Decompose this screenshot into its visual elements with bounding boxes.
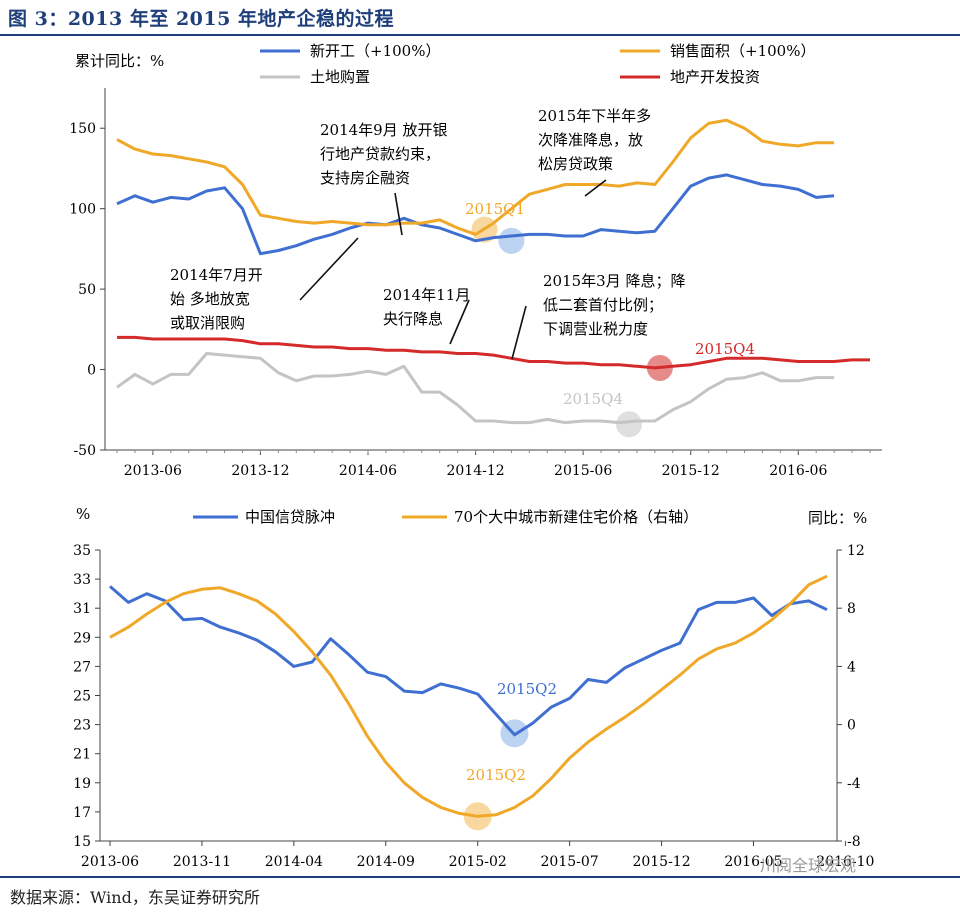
y-tick-label-right: 0 <box>847 718 856 734</box>
y-axis-title-left: % <box>76 505 90 523</box>
x-tick-label: 2014-09 <box>357 854 415 870</box>
x-tick-label: 2016-10 <box>816 854 874 870</box>
marker-dot <box>616 411 642 438</box>
annotation-pointer <box>449 299 470 345</box>
legend-label: 地产开发投资 <box>670 68 760 86</box>
annotation-text: 始 多地放宽 <box>170 290 250 308</box>
series-line <box>116 118 835 236</box>
credit-impulse-chart: 15 17 19 21 23 25 27 29 31 33 35 -8 -4 0 4 8 12 2013-06 20… <box>73 505 874 870</box>
annotation-text: 2015年3月 降息；降 <box>543 272 686 290</box>
annotation-text: 央行降息 <box>383 310 443 328</box>
x-tick-label: 2015-02 <box>449 854 507 870</box>
annotation-pointer <box>394 192 403 236</box>
x-tick-label: 2016-05 <box>724 854 782 870</box>
x-tick-label: 2014-12 <box>446 463 504 479</box>
legend-label: 土地购置 <box>310 68 370 86</box>
x-tick-label: 2015-06 <box>554 463 612 479</box>
annotation-pointer <box>299 237 359 301</box>
y-tick-label: 27 <box>73 659 91 675</box>
y-tick-label-right: 12 <box>847 543 865 559</box>
series-line <box>116 352 835 425</box>
series-line <box>109 585 828 737</box>
marker-label: 2015Q4 <box>563 390 623 408</box>
source-note: 数据来源：Wind，东吴证券研究所 <box>10 888 260 907</box>
y-tick-label: 25 <box>73 689 91 705</box>
legend-label: 销售面积（+100%） <box>670 42 815 60</box>
y-tick-label: 150 <box>69 121 96 137</box>
y-tick-label: 0 <box>87 363 96 379</box>
annotation-text: 或取消限购 <box>170 314 245 332</box>
annotation-text: 行地产贷款约束， <box>320 145 440 163</box>
y-tick-label: 31 <box>73 601 91 617</box>
annotation-text: 2014年7月开 <box>170 266 263 284</box>
annotation-text: 次降准降息，放 <box>538 131 643 149</box>
x-tick-label: 2015-12 <box>632 854 690 870</box>
marker-label: 2015Q2 <box>466 766 526 784</box>
y-tick-label: 17 <box>73 805 91 821</box>
y-tick-label: 29 <box>73 630 91 646</box>
y-tick-label: 100 <box>69 202 96 218</box>
y-tick-label: -50 <box>73 443 96 459</box>
legend-label: 70个大中城市新建住宅价格（右轴） <box>454 508 698 526</box>
marker-dot <box>498 227 525 254</box>
annotation-text: 低二套首付比例； <box>543 296 663 314</box>
marker-label: 2015Q2 <box>497 680 557 698</box>
marker-label: 2015Q4 <box>695 340 755 358</box>
y-axis-title: 累计同比：% <box>75 52 164 70</box>
y-tick-label: 50 <box>78 282 96 298</box>
x-tick-label: 2013-06 <box>81 854 139 870</box>
annotation-text: 2014年9月 放开银 <box>320 121 448 139</box>
title-rule <box>0 34 960 36</box>
x-tick-label: 2015-12 <box>662 463 720 479</box>
marker-label: 2015Q1 <box>465 200 525 218</box>
figure-title: 图 3：2013 年至 2015 年地产企稳的过程 <box>8 8 394 30</box>
x-tick-label: 2013-11 <box>173 854 231 870</box>
y-tick-label: 35 <box>73 543 91 559</box>
y-tick-label: 33 <box>73 572 91 588</box>
annotation-text: 下调营业税力度 <box>543 320 648 338</box>
x-tick-label: 2014-04 <box>265 854 323 870</box>
annotation-pointer <box>511 305 527 360</box>
x-tick-label: 2016-06 <box>769 463 827 479</box>
series-line <box>109 574 828 818</box>
y-tick-label-right: -4 <box>847 776 861 792</box>
watermark: 川阅全球宏观 <box>760 856 857 875</box>
source-rule <box>0 876 960 878</box>
x-tick-label: 2013-12 <box>231 463 289 479</box>
y-tick-label-right: -8 <box>847 834 861 850</box>
annotation-text: 2015年下半年多 <box>538 107 651 125</box>
y-tick-label: 15 <box>73 834 91 850</box>
y-tick-label-right: 8 <box>847 601 856 617</box>
y-tick-label: 19 <box>73 776 91 792</box>
legend-label: 中国信贷脉冲 <box>245 508 335 526</box>
legend-label: 新开工（+100%） <box>310 42 440 60</box>
y-tick-label: 21 <box>73 747 91 763</box>
annotation-text: 松房贷政策 <box>538 155 613 173</box>
annotation-text: 2014年11月 <box>383 286 470 304</box>
x-tick-label: 2014-06 <box>339 463 397 479</box>
series-line <box>116 173 835 256</box>
y-tick-label: 23 <box>73 718 91 734</box>
x-tick-label: 2013-06 <box>124 463 182 479</box>
y-axis-title-right: 同比：% <box>808 509 867 527</box>
real-estate-chart: -50 0 50 100 150 2013-06 2013-12 2014-06 2014-12… <box>69 42 882 479</box>
x-tick-label: 2015-07 <box>541 854 599 870</box>
annotation-text: 支持房企融资 <box>320 169 410 187</box>
y-tick-label-right: 4 <box>847 659 856 675</box>
series-line <box>117 335 870 370</box>
annotation-pointer <box>584 179 607 197</box>
